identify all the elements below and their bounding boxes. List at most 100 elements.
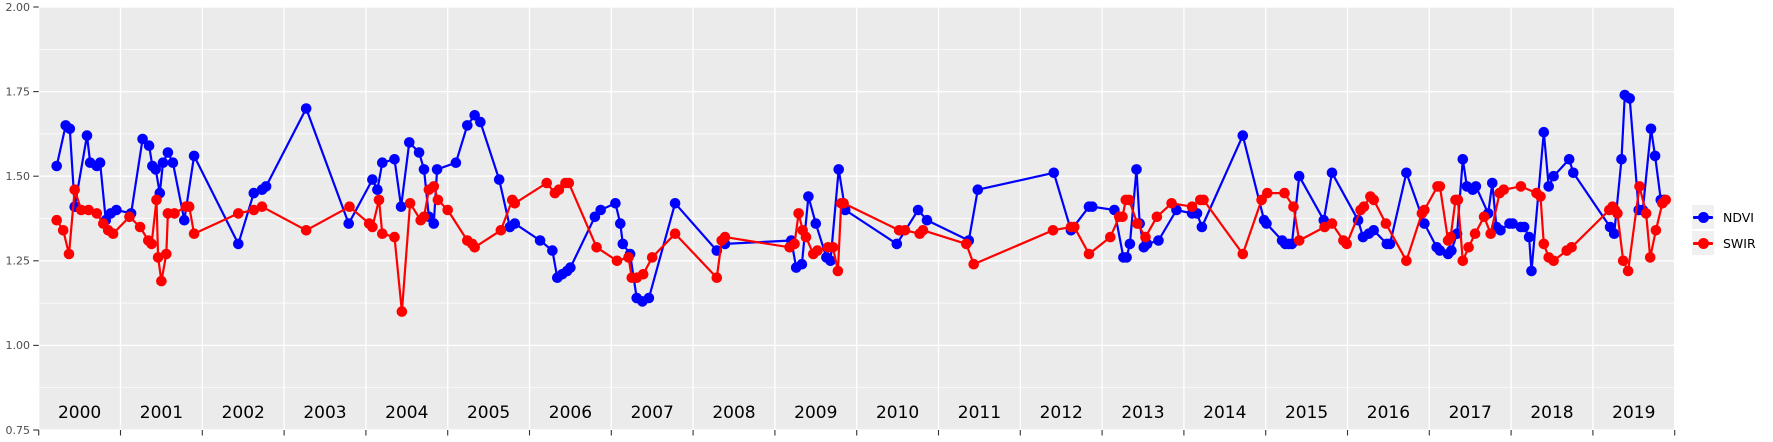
x-year-label: 2010 <box>876 403 919 423</box>
data-point-swir <box>134 221 146 233</box>
data-point-swir <box>1047 225 1059 236</box>
data-point-swir <box>827 242 839 253</box>
data-point-swir <box>1434 181 1446 192</box>
data-point-ndvi <box>428 218 440 229</box>
data-point-ndvi <box>1384 238 1396 250</box>
data-point-ndvi <box>1616 154 1627 165</box>
data-point-swir <box>1293 235 1305 246</box>
data-point-ndvi <box>1526 265 1537 277</box>
x-year-label: 2002 <box>222 403 265 423</box>
data-point-swir <box>1515 181 1527 192</box>
ndvi-point-swatch <box>1697 211 1709 223</box>
y-axis-tick-label: 1.75 <box>6 85 31 98</box>
data-point-swir <box>1622 265 1634 277</box>
data-point-swir <box>1358 201 1370 212</box>
data-point-ndvi <box>300 103 312 114</box>
data-point-ndvi <box>64 123 76 135</box>
data-point-ndvi <box>143 140 155 151</box>
data-point-ndvi <box>1568 167 1579 179</box>
data-point-ndvi <box>912 204 924 216</box>
data-point-swir <box>1538 238 1550 250</box>
data-point-swir <box>1463 242 1474 253</box>
data-point-swir <box>300 225 312 236</box>
data-point-swir <box>91 208 103 219</box>
data-point-ndvi <box>1196 221 1208 233</box>
data-point-swir <box>1380 218 1392 229</box>
data-point-ndvi <box>1649 150 1661 162</box>
data-point-ndvi <box>1293 170 1305 182</box>
data-point-ndvi <box>1523 231 1535 243</box>
data-point-ndvi <box>150 164 161 175</box>
data-point-ndvi <box>1495 225 1506 236</box>
data-point-ndvi <box>509 218 521 229</box>
data-point-swir <box>1478 211 1490 223</box>
data-point-swir <box>156 275 167 287</box>
data-point-ndvi <box>404 137 415 148</box>
data-point-swir <box>1341 238 1352 250</box>
data-point-swir <box>69 184 80 195</box>
data-point-ndvi <box>1131 164 1142 175</box>
y-axis-tick-label: 2.00 <box>6 1 31 14</box>
data-point-ndvi <box>547 245 558 256</box>
data-point-ndvi <box>565 262 576 273</box>
legend: NDVI SWIR <box>1692 204 1756 256</box>
data-point-swir <box>183 201 195 212</box>
data-point-swir <box>428 181 440 192</box>
data-point-swir <box>1535 191 1546 202</box>
x-year-label: 2006 <box>549 403 592 423</box>
data-point-ndvi <box>493 174 505 185</box>
y-axis-tick-label: 0.75 <box>6 424 31 437</box>
data-point-swir <box>1457 255 1469 267</box>
data-point-ndvi <box>610 198 621 209</box>
data-point-ndvi <box>462 120 473 131</box>
data-point-ndvi <box>1624 93 1635 104</box>
data-point-swir <box>1117 211 1128 223</box>
data-point-swir <box>1401 255 1412 267</box>
data-point-swir <box>107 228 119 239</box>
data-point-ndvi <box>1538 126 1550 138</box>
data-point-swir <box>1166 198 1177 209</box>
data-point-swir <box>1262 187 1273 199</box>
data-point-ndvi <box>372 184 383 195</box>
y-axis-tick-label: 1.00 <box>6 339 31 352</box>
data-point-ndvi <box>1518 221 1530 233</box>
data-point-swir <box>611 255 623 267</box>
data-point-ndvi <box>810 218 822 229</box>
data-point-ndvi <box>1368 225 1379 236</box>
data-point-ndvi <box>167 157 179 168</box>
data-point-swir <box>63 248 75 260</box>
data-point-swir <box>1617 255 1629 267</box>
x-year-label: 2005 <box>467 403 510 423</box>
data-point-ndvi <box>343 218 355 229</box>
x-year-label: 2008 <box>712 403 755 423</box>
data-point-ndvi <box>1419 218 1430 229</box>
data-point-ndvi <box>643 292 655 304</box>
data-point-swir <box>812 245 823 256</box>
data-point-swir <box>1198 194 1209 206</box>
data-point-ndvi <box>972 184 984 195</box>
data-point-swir <box>51 214 62 226</box>
data-point-ndvi <box>157 157 169 168</box>
data-point-swir <box>377 228 388 239</box>
data-point-ndvi <box>1048 167 1060 179</box>
data-point-ndvi <box>825 255 836 267</box>
y-axis-tick-label: 1.25 <box>6 255 31 268</box>
x-year-label: 2014 <box>1203 403 1246 423</box>
data-point-swir <box>256 201 268 212</box>
data-point-ndvi <box>1507 218 1518 229</box>
data-point-swir <box>832 265 844 277</box>
data-point-ndvi <box>1326 167 1338 179</box>
data-point-swir <box>469 242 481 253</box>
data-point-ndvi <box>796 258 808 270</box>
data-point-swir <box>1452 194 1464 206</box>
data-point-ndvi <box>891 238 903 250</box>
data-point-swir <box>1069 221 1080 233</box>
data-point-ndvi <box>595 204 606 216</box>
x-year-label: 2011 <box>958 403 1001 423</box>
data-point-ndvi <box>803 191 814 202</box>
data-point-swir <box>373 194 385 206</box>
data-point-ndvi <box>111 204 122 216</box>
data-point-swir <box>623 252 634 263</box>
